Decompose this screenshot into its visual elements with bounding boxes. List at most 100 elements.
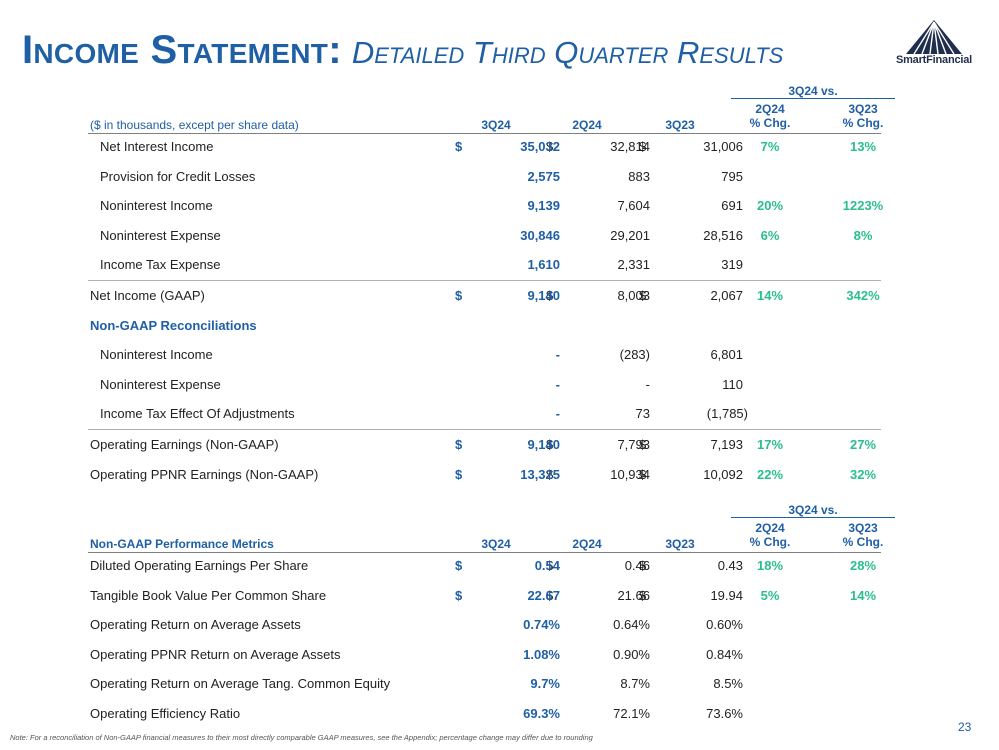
table-row: Income Tax Expense 1,610 2,331 319 [88,250,881,280]
dollar-sign: $ [546,139,554,154]
company-logo: SmartFinancial [884,20,984,72]
value-3q23: 19.94 [710,587,743,603]
row-label: Tangible Book Value Per Common Share [90,587,327,603]
value-2q24: 72.1% [613,705,650,721]
value-2q24: - [645,376,650,392]
col-header-2q24: 2Q24 [572,537,602,551]
dollar-sign: $ [455,587,463,603]
table-body: Net Interest Income $ $ $35,032 32,814 31,006… [88,132,883,490]
col-header-3q24: 3Q24 [481,118,511,132]
dollar-sign: $ [455,436,463,452]
value-3q24: 9.7% [530,676,560,692]
value-3q24: 69.3% [523,705,560,721]
vs-label: 3Q24 vs. [788,84,838,98]
pct-header-line1: 3Q23 [848,102,878,116]
dollar-sign: $ [546,587,554,603]
pct-change-2q24: 22% [756,466,784,482]
table-header: 3Q24 vs. ($ in thousands, except per sha… [88,84,895,134]
performance-metrics-table: 3Q24 vs. Non-GAAP Performance Metrics 3Q… [88,503,895,729]
pct-header-line1: 2Q24 [755,102,785,116]
value-3q24: 0.74% [523,617,560,633]
dollar-sign: $ [639,558,647,573]
pct-change-3q23: 28% [849,558,877,573]
value-3q23: 6,801 [710,347,743,363]
value-3q24: 2,575 [527,168,560,184]
value-2q24: 32,814 [610,139,650,154]
pct-change-3q23: 32% [849,466,877,482]
pct-change-2q24: 17% [756,436,784,452]
row-label: Provision for Credit Losses [100,168,256,184]
pct-change-3q23: 13% [849,139,877,154]
value-3q23: 795 [721,168,743,184]
value-2q24: 21.66 [617,587,650,603]
table-row: Operating PPNR Earnings (Non-GAAP) $ $ $13,… [88,460,881,490]
pct-header-line2: % Chg. [749,116,791,130]
table-row: Operating Return on Average Tang. Common… [88,669,881,699]
row-label: Income Tax Expense [100,257,221,273]
value-2q24: 7,604 [617,198,650,214]
value-3q24: 13,325 [520,466,560,482]
comparison-header: 3Q24 vs. [731,503,895,518]
value-3q23: 28,516 [703,227,743,243]
dollar-sign: $ [639,436,647,452]
value-3q24: 22.67 [527,587,560,603]
metrics-table-title: Non-GAAP Performance Metrics [90,537,274,551]
pct-change-3q23: 1223% [842,198,884,214]
col-header-2q24: 2Q24 [572,118,602,132]
comparison-header: 3Q24 vs. [731,84,895,99]
col-header-pct-3q23: 3Q23% Chg. [818,521,908,549]
pct-change-3q23: 342% [846,287,880,303]
dollar-sign: $ [546,558,554,573]
value-3q23: 2,067 [710,287,743,303]
row-label: Net Interest Income [100,139,214,154]
table-row: Operating Earnings (Non-GAAP) $ $ $9,140 7,7… [88,428,881,460]
logo-wordmark: SmartFinancial [895,54,973,66]
row-label: Operating Return on Average Tang. Common… [90,676,391,692]
table-body: Diluted Operating Earnings Per Share $ $ $0… [88,551,881,729]
value-2q24: 0.46 [624,558,650,573]
dollar-sign: $ [546,466,554,482]
vs-underline [731,98,895,99]
value-2q24: 73 [635,406,650,422]
vs-label: 3Q24 vs. [788,503,838,517]
value-3q24: 30,846 [520,227,560,243]
table-row: Noninterest Expense 30,846 29,201 28,516 6% 8… [88,221,881,251]
col-header-pct-3q23: 3Q23% Chg. [818,102,908,130]
value-2q24: 7,793 [617,436,650,452]
value-2q24: 8.7% [620,676,650,692]
header-rule [88,552,881,553]
pct-header-line2: % Chg. [842,116,884,130]
pct-change-3q23: 8% [853,227,873,243]
value-3q23: 10,092 [703,466,743,482]
dollar-sign: $ [639,587,647,603]
dollar-sign: $ [639,139,647,154]
logo-pyramid-icon [906,20,962,54]
pct-change-2q24: 5% [760,587,780,603]
value-3q23: 0.84% [706,646,743,662]
pct-change-2q24: 20% [756,198,784,214]
section-heading-row: Non-GAAP Reconciliations [88,311,881,341]
value-3q24: 1,610 [527,257,560,273]
title-main: Income Statement: [22,28,342,72]
col-header-3q23: 3Q23 [665,118,695,132]
pct-change-2q24: 18% [756,558,784,573]
income-statement-table: 3Q24 vs. ($ in thousands, except per sha… [88,84,895,490]
row-label: Operating PPNR Return on Average Assets [90,646,341,662]
value-3q23: 0.43 [717,558,743,573]
value-3q23: 7,193 [710,436,743,452]
row-label: Operating Earnings (Non-GAAP) [90,436,279,452]
value-3q24: 1.08% [523,646,560,662]
row-label: Noninterest Income [100,198,213,214]
value-3q24: 9,139 [527,198,560,214]
table-row: Operating Return on Average Assets 0.74% 0… [88,610,881,640]
pct-header-line1: 3Q23 [848,521,878,535]
value-3q24: 9,140 [527,436,560,452]
value-2q24: (283) [619,347,650,363]
value-3q24: 9,140 [527,287,560,303]
pct-header-line2: % Chg. [842,535,884,549]
row-label: Net Income (GAAP) [90,287,205,303]
pct-change-3q23: 14% [849,587,877,603]
dollar-sign: $ [455,558,463,573]
row-label: Diluted Operating Earnings Per Share [90,558,309,573]
dollar-sign: $ [639,287,647,303]
